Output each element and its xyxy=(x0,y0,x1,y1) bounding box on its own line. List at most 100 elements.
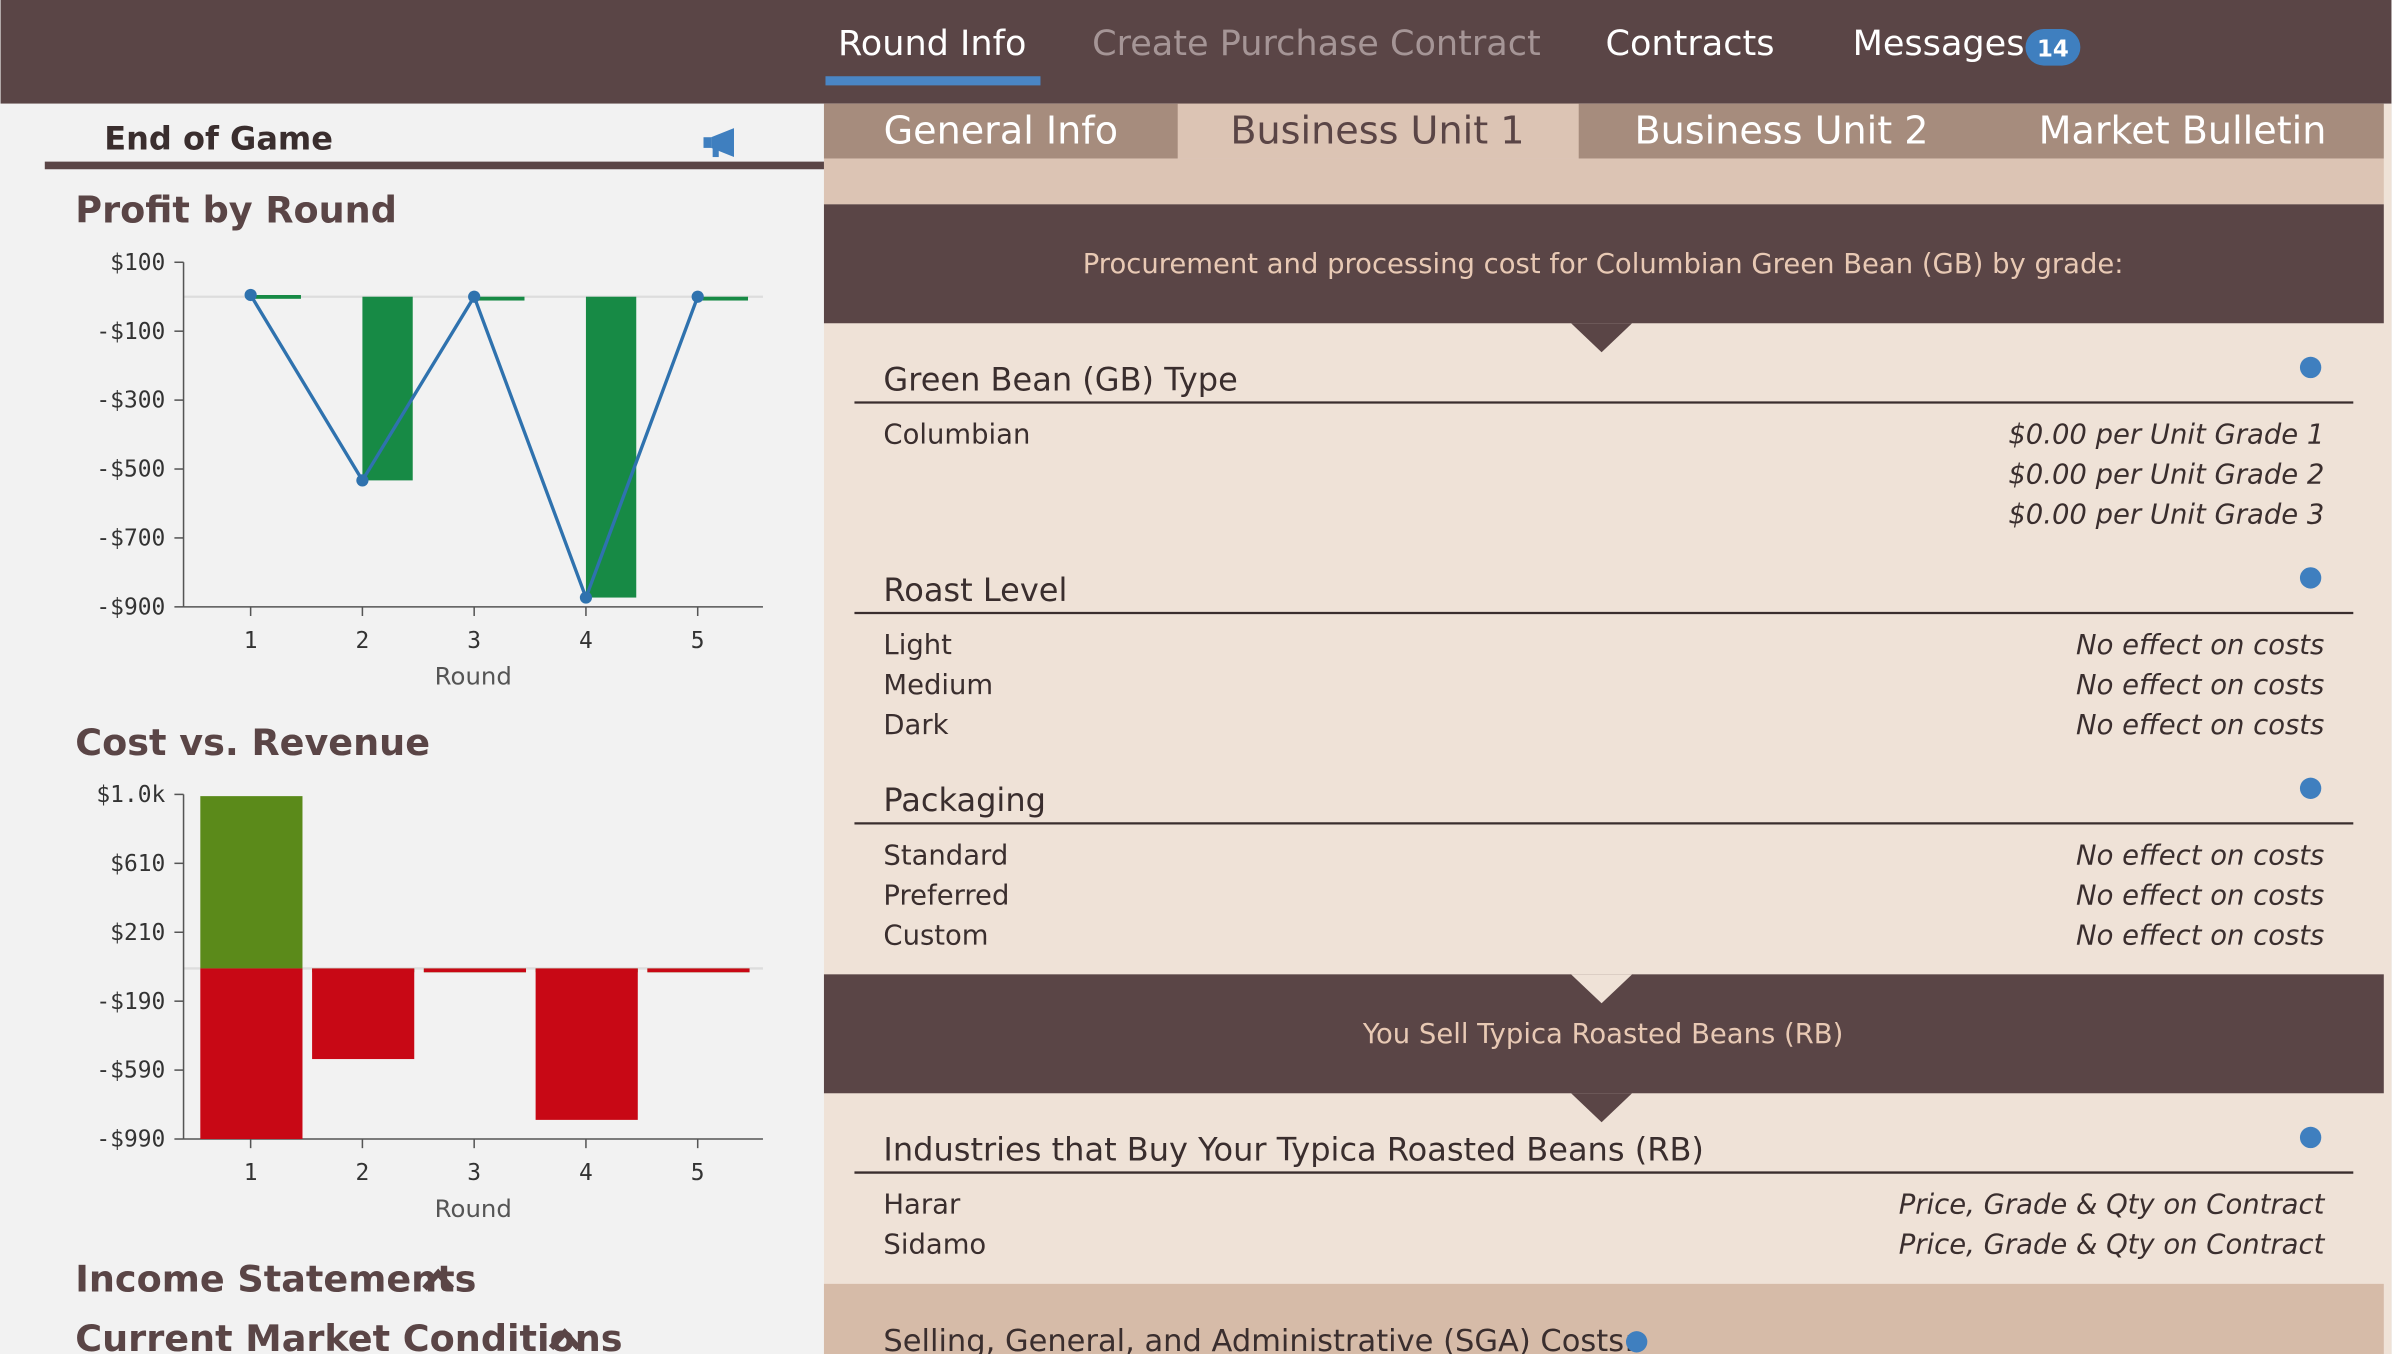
x-axis-label: Round xyxy=(435,662,512,691)
subtab[interactable]: Business Unit 1 xyxy=(1230,108,1524,152)
y-tick-label: -$100 xyxy=(96,319,165,345)
row-note: No effect on costs xyxy=(2076,920,2324,951)
badge-count: 14 xyxy=(2037,36,2069,62)
row-note: No effect on costs xyxy=(2076,841,2324,872)
row-label: Light xyxy=(883,630,952,661)
x-tick-label: 2 xyxy=(356,1160,370,1186)
x-tick-label: 2 xyxy=(356,628,370,654)
group-title: Industries that Buy Your Typica Roasted … xyxy=(883,1130,1703,1168)
section-bar xyxy=(823,1283,2384,1354)
row-note: Price, Grade & Qty on Contract xyxy=(1899,1190,2326,1221)
info-icon[interactable] xyxy=(2299,1126,2322,1149)
info-icon[interactable] xyxy=(1625,1331,1648,1353)
row-label: Preferred xyxy=(883,880,1009,911)
row-label: Sidamo xyxy=(883,1230,986,1261)
section-title: Selling, General, and Administrative (SG… xyxy=(883,1324,1634,1354)
y-tick-label: $100 xyxy=(110,250,165,276)
x-tick-label: 5 xyxy=(691,628,705,654)
chart-title: Profit by Round xyxy=(75,189,397,232)
bar xyxy=(200,796,303,969)
banner-arrow xyxy=(1571,323,1633,353)
info-icon[interactable] xyxy=(2299,777,2322,799)
y-tick-label: -$590 xyxy=(96,1058,165,1084)
section-toggle[interactable]: Current Market Conditions xyxy=(75,1317,622,1354)
x-tick-label: 4 xyxy=(579,1160,593,1186)
y-tick-label: -$990 xyxy=(96,1127,165,1153)
point xyxy=(244,288,257,302)
row-label: Dark xyxy=(883,710,948,741)
x-tick-label: 1 xyxy=(244,628,258,654)
y-tick-label: -$900 xyxy=(96,594,165,620)
bar xyxy=(200,968,303,1140)
subtab[interactable]: General Info xyxy=(884,108,1118,152)
x-axis-label: Round xyxy=(435,1194,512,1223)
banner-text: Procurement and processing cost for Colu… xyxy=(1083,249,2124,280)
row-note: Price, Grade & Qty on Contract xyxy=(1899,1230,2326,1261)
y-tick-label: $610 xyxy=(110,851,165,877)
nav-tab[interactable]: Contracts xyxy=(1606,23,1775,64)
row-note: No effect on costs xyxy=(2076,630,2324,661)
banner-notch xyxy=(1571,974,1633,1004)
chevron[interactable] xyxy=(548,1328,581,1350)
row-note: $0.00 per Unit Grade 3 xyxy=(2008,500,2324,531)
info-icon[interactable] xyxy=(2299,356,2322,379)
banner-arrow xyxy=(1571,1093,1633,1123)
subtab[interactable]: Market Bulletin xyxy=(2039,108,2327,152)
point xyxy=(691,290,704,303)
row-note: $0.00 per Unit Grade 2 xyxy=(2008,460,2324,491)
y-tick-label: $1.0k xyxy=(96,782,165,808)
banner xyxy=(823,204,2384,324)
nav-tab[interactable]: Messages xyxy=(1853,23,2025,64)
row-note: No effect on costs xyxy=(2076,670,2324,701)
row-label: Medium xyxy=(883,670,993,701)
row-label: Columbian xyxy=(883,420,1030,451)
section-toggle[interactable]: Income Statements xyxy=(75,1257,476,1300)
row-label: Custom xyxy=(883,920,988,951)
point xyxy=(356,474,369,487)
bar xyxy=(585,296,637,598)
active-indicator xyxy=(825,76,1041,86)
banner-text: You Sell Typica Roasted Beans (RB) xyxy=(1362,1019,1843,1050)
info-icon[interactable] xyxy=(2299,567,2322,589)
group-title: Packaging xyxy=(883,781,1046,819)
row-label: Harar xyxy=(883,1190,961,1221)
bar xyxy=(647,968,750,973)
point xyxy=(579,591,593,604)
badge xyxy=(2025,28,2081,66)
bar xyxy=(474,296,525,301)
megaphone-icon[interactable] xyxy=(703,128,734,158)
subtab[interactable]: Business Unit 2 xyxy=(1634,108,1928,152)
bar xyxy=(535,968,638,1120)
bar xyxy=(423,968,527,973)
x-tick-label: 3 xyxy=(467,628,481,654)
x-tick-label: 4 xyxy=(579,628,593,654)
group-title: Roast Level xyxy=(883,571,1067,609)
y-tick-label: -$700 xyxy=(96,526,165,552)
chevron[interactable] xyxy=(422,1268,455,1291)
nav-tab[interactable]: Create Purchase Contract xyxy=(1092,23,1541,64)
chart-title: Cost vs. Revenue xyxy=(75,721,430,764)
row-note: $0.00 per Unit Grade 1 xyxy=(2008,420,2324,451)
point xyxy=(468,290,481,303)
y-tick-label: -$190 xyxy=(96,989,165,1015)
x-tick-label: 1 xyxy=(244,1160,258,1186)
bar xyxy=(312,968,415,1060)
bar xyxy=(362,296,413,481)
y-tick-label: -$300 xyxy=(96,388,165,414)
nav-tab[interactable]: Round Info xyxy=(838,23,1026,64)
subtab-active[interactable] xyxy=(1177,103,1579,159)
row-note: No effect on costs xyxy=(2076,710,2324,741)
top-bar xyxy=(0,0,2392,104)
x-tick-label: 5 xyxy=(691,1160,705,1186)
divider xyxy=(44,161,824,170)
bar xyxy=(250,294,301,299)
bar xyxy=(697,296,749,301)
sidebar-title: End of Game xyxy=(104,119,333,157)
row-label: Standard xyxy=(883,841,1008,872)
group-title: Green Bean (GB) Type xyxy=(883,360,1237,398)
subtab-bar xyxy=(823,103,2384,159)
subtab-panel xyxy=(823,158,2384,205)
y-tick-label: $210 xyxy=(110,920,165,946)
x-tick-label: 3 xyxy=(467,1160,481,1186)
